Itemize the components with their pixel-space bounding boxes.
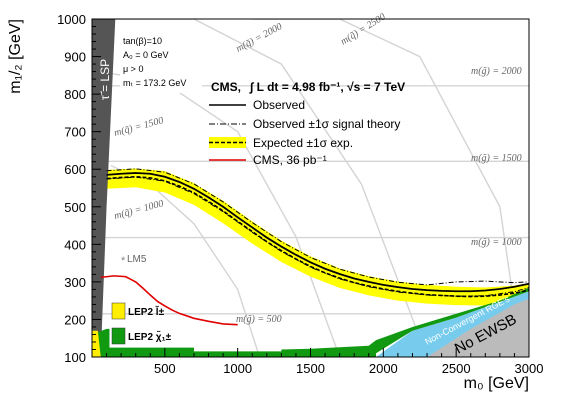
param-a0: A₀ = 0 GeV [123,50,169,60]
y-tick-label-400: 400 [64,237,86,252]
squark-contour-3 [252,19,523,357]
x-tick-label-2000: 2000 [369,361,398,376]
squark-contour-2 [110,19,428,357]
x-tick-label-2500: 2500 [442,361,471,376]
y-axis-title: m₁/₂ [GeV] [7,19,24,94]
legend-label-expected: Expected ±1σ exp. [253,136,353,150]
param-mu: μ > 0 [123,64,143,74]
cms-label: CMS, [211,80,241,94]
excluded-regions [92,19,529,357]
y-tick-label-200: 200 [64,312,86,327]
lep2-slepton-region [92,330,101,357]
y-tick-label-700: 700 [64,125,86,140]
lep2-chargino-swatch [111,327,126,345]
x-tick-label-1000: 1000 [223,361,252,376]
lumi-label: ∫ L dt = 4.98 fb⁻¹, √s = 7 TeV [249,80,405,94]
y-tick-label-900: 900 [64,50,86,65]
lep2-chargino-region [92,287,529,357]
y-tick-label-600: 600 [64,162,86,177]
params-box [120,33,202,93]
expected-band [106,168,529,306]
lm5-label: LM5 [127,254,147,265]
stau-lsp-region [92,19,116,357]
y-tick-label-1000: 1000 [57,12,86,27]
lep2-slepton-label: LEP2 l̃± [128,305,165,318]
axes: 500 1000 1500 2000 2500 3000 100 200 300 400 500 60… [57,12,543,376]
lep2-chargino-label: LEP2 χ̃₁± [128,330,172,343]
contour-label-squark-1500: m(q̃) = 1500 [113,115,165,139]
legend-label-observed-theory: Observed ±1σ signal theory [253,117,400,131]
lep2-slepton-swatch [111,302,126,320]
param-tanbeta: tan(β)=10 [123,36,162,46]
legend-label-cms36: CMS, 36 pb⁻¹ [253,153,327,167]
observed-theory-upper-line [106,168,529,286]
x-tick-label-3000: 3000 [515,361,544,376]
uncertainty-bands [106,168,529,306]
contour-label-gluino-1500: m(g̃) = 1500 [471,153,522,164]
y-tick-label-800: 800 [64,87,86,102]
x-tick-label-1500: 1500 [296,361,325,376]
no-ewsb-region [427,298,529,357]
cms-36pb-line [100,275,238,326]
y-tick-label-500: 500 [64,200,86,215]
limit-lines [100,168,529,326]
x-tick-label-500: 500 [154,361,176,376]
legend-label-observed: Observed [253,98,305,112]
contour-label-squark-1000: m(q̃) = 1000 [113,198,165,222]
legend: Observed Observed ±1σ signal theory Expe… [209,98,400,167]
y-tick-label-300: 300 [64,275,86,290]
contour-label-gluino-500: m(g̃) = 500 [236,314,282,325]
contour-label-gluino-1000: m(g̃) = 1000 [471,237,522,248]
param-mt: mₜ = 173.2 GeV [123,78,186,88]
contour-label-gluino-2000: m(g̃) = 2000 [471,66,522,77]
lm5-marker: * [121,255,126,267]
contour-label-squark-2500: m(q̃) = 2500 [339,11,388,47]
x-axis-title: m₀ [GeV] [464,375,529,392]
y-tick-label-100: 100 [64,350,86,365]
expected-line [106,175,529,298]
stau-lsp-label: τ̃ = LSP [98,59,112,100]
contour-label-squark-2000: m(q̃) = 2000 [234,21,284,54]
observed-line [106,172,529,293]
